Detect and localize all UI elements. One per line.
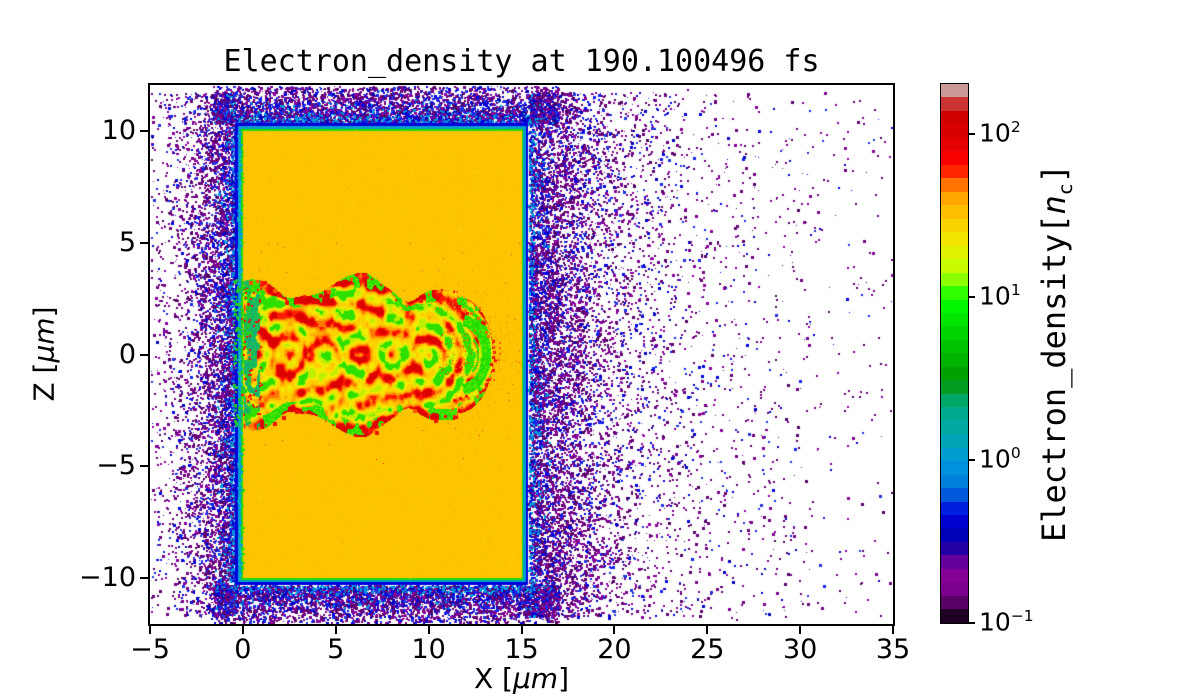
z-tick-mark: [140, 577, 148, 580]
x-tick-mark: [520, 626, 523, 634]
z-tick-mark: [140, 465, 148, 468]
z-tick-mark: [140, 353, 148, 356]
x-tick-label: 20: [597, 634, 632, 665]
z-axis-label: Z [μm]: [27, 306, 61, 402]
colorbar-segment: [941, 528, 968, 542]
colorbar-segment: [941, 609, 968, 623]
colorbar-segment: [941, 97, 968, 111]
z-tick-label: −5: [96, 450, 136, 482]
x-tick-mark: [799, 626, 802, 634]
colorbar-segment: [941, 218, 968, 233]
colorbar-segment: [941, 488, 968, 502]
colorbar-segment: [941, 326, 968, 340]
colorbar-segment: [941, 84, 968, 98]
x-tick-label: −5: [130, 634, 170, 665]
x-tick-label: 15: [504, 634, 539, 665]
colorbar-segment: [941, 582, 968, 596]
z-tick-mark: [140, 241, 148, 244]
x-tick-label: 5: [327, 634, 345, 665]
colorbar-tick-label: 101: [979, 280, 1021, 310]
colorbar-tick-label: 102: [979, 117, 1021, 147]
colorbar-segment: [941, 555, 968, 569]
x-axis-label: X [μm]: [473, 662, 570, 695]
colorbar-segment: [941, 178, 968, 192]
colorbar-segment: [941, 380, 968, 394]
z-tick-label: −10: [79, 562, 136, 594]
x-tick-mark: [706, 626, 709, 634]
colorbar: [940, 83, 969, 624]
colorbar-segment: [941, 339, 968, 354]
colorbar-segment: [941, 353, 968, 367]
colorbar-segment: [941, 232, 968, 246]
colorbar-segment: [941, 272, 968, 287]
colorbar-segment: [941, 124, 968, 138]
colorbar-segment: [941, 568, 968, 583]
z-tick-label: 10: [101, 114, 136, 146]
colorbar-segment: [941, 541, 968, 556]
x-tick-mark: [427, 626, 430, 634]
colorbar-tick-mark: [969, 295, 975, 298]
colorbar-segment: [941, 501, 968, 515]
x-tick-label: 0: [234, 634, 252, 665]
colorbar-segment: [941, 447, 968, 462]
colorbar-segment: [941, 393, 968, 408]
x-tick-label: 30: [782, 634, 818, 665]
colorbar-segment: [941, 259, 968, 273]
colorbar-segment: [941, 245, 968, 260]
plot-area: [148, 83, 895, 626]
colorbar-segment: [941, 286, 968, 300]
colorbar-segment: [941, 191, 968, 206]
x-tick-label: 25: [690, 634, 725, 665]
colorbar-segment: [941, 420, 968, 435]
colorbar-segment: [941, 299, 968, 313]
z-tick-label: 0: [118, 338, 136, 370]
colorbar-segment: [941, 595, 968, 610]
colorbar-segment: [941, 312, 968, 327]
colorbar-label: Electron_density[nc]: [1034, 164, 1078, 542]
colorbar-tick-mark: [969, 621, 975, 624]
x-tick-label: 10: [411, 634, 446, 665]
x-tick-mark: [892, 626, 894, 634]
z-tick-mark: [140, 129, 148, 132]
colorbar-tick-label: 100: [979, 443, 1021, 473]
z-tick-label: 5: [118, 226, 136, 258]
x-tick-mark: [613, 626, 616, 634]
colorbar-segment: [941, 461, 968, 475]
colorbar-segment: [941, 407, 968, 421]
colorbar-segment: [941, 205, 968, 219]
colorbar-segment: [941, 137, 968, 152]
colorbar-segment: [941, 110, 968, 125]
plot-title: Electron_density at 190.100496 fs: [223, 44, 820, 79]
density-heatmap: [150, 85, 893, 624]
x-tick-mark: [241, 626, 244, 634]
x-tick-mark: [334, 626, 337, 634]
colorbar-segment: [941, 474, 968, 489]
colorbar-tick-label: 10−1: [979, 606, 1034, 636]
colorbar-segment: [941, 434, 968, 448]
colorbar-tick-mark: [969, 458, 975, 461]
colorbar-tick-mark: [969, 132, 975, 135]
colorbar-segment: [941, 164, 968, 179]
colorbar-segment: [941, 515, 968, 529]
x-tick-mark: [149, 626, 151, 634]
colorbar-segment: [941, 151, 968, 165]
colorbar-segment: [941, 366, 968, 381]
x-tick-label: 35: [875, 634, 911, 665]
